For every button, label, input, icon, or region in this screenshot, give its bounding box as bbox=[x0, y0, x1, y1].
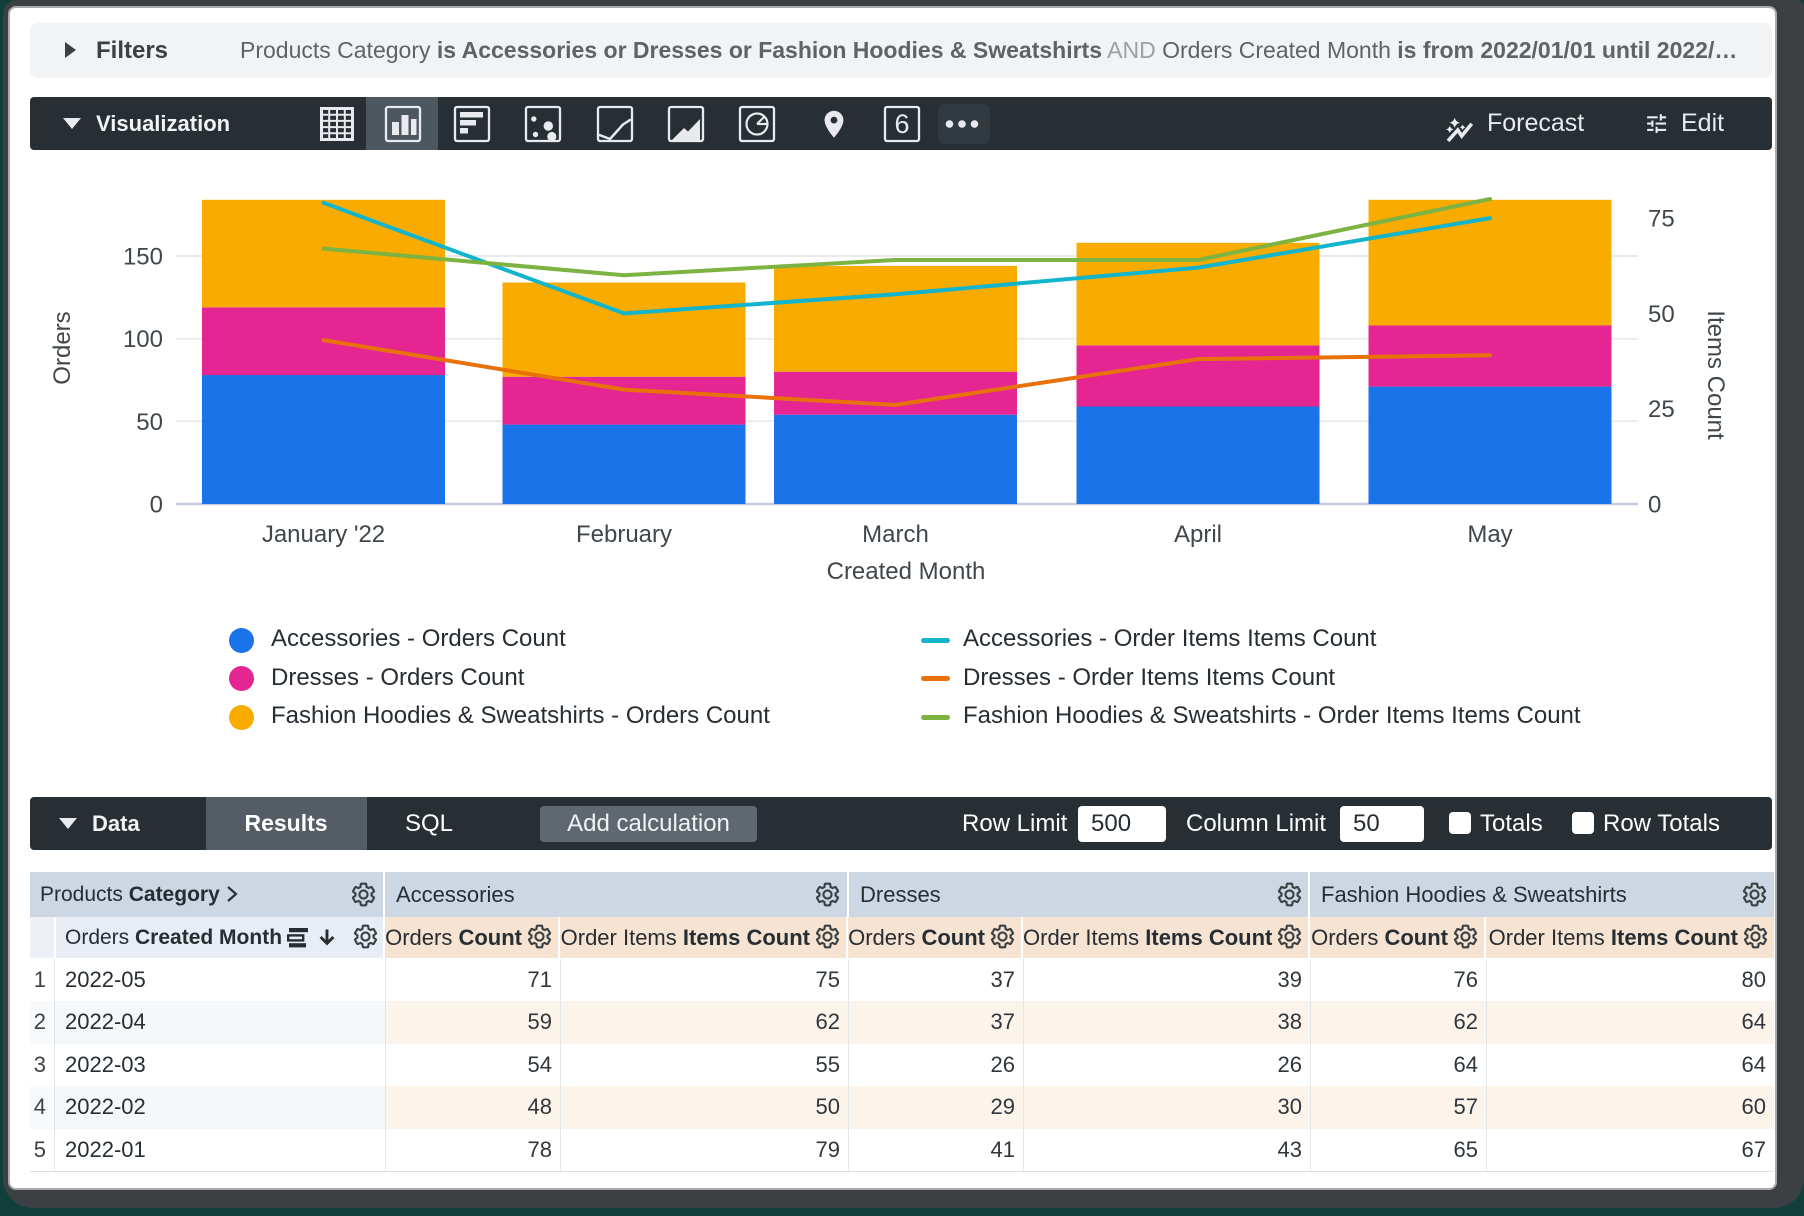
svg-text:0: 0 bbox=[1648, 492, 1661, 519]
svg-text:Items Count: Items Count bbox=[1702, 310, 1729, 440]
svg-text:0: 0 bbox=[150, 492, 163, 519]
svg-text:February: February bbox=[576, 521, 672, 548]
svg-text:Orders: Orders bbox=[49, 311, 76, 384]
svg-text:50: 50 bbox=[1648, 301, 1675, 328]
svg-text:March: March bbox=[862, 521, 929, 548]
svg-text:25: 25 bbox=[1648, 396, 1675, 423]
svg-text:January '22: January '22 bbox=[262, 521, 385, 548]
svg-text:150: 150 bbox=[123, 244, 163, 271]
svg-text:Created Month: Created Month bbox=[827, 558, 986, 585]
svg-text:May: May bbox=[1467, 521, 1512, 548]
svg-text:April: April bbox=[1174, 521, 1222, 548]
svg-text:75: 75 bbox=[1648, 206, 1675, 233]
svg-text:100: 100 bbox=[123, 326, 163, 353]
svg-text:6: 6 bbox=[894, 109, 909, 139]
svg-text:50: 50 bbox=[136, 409, 163, 436]
